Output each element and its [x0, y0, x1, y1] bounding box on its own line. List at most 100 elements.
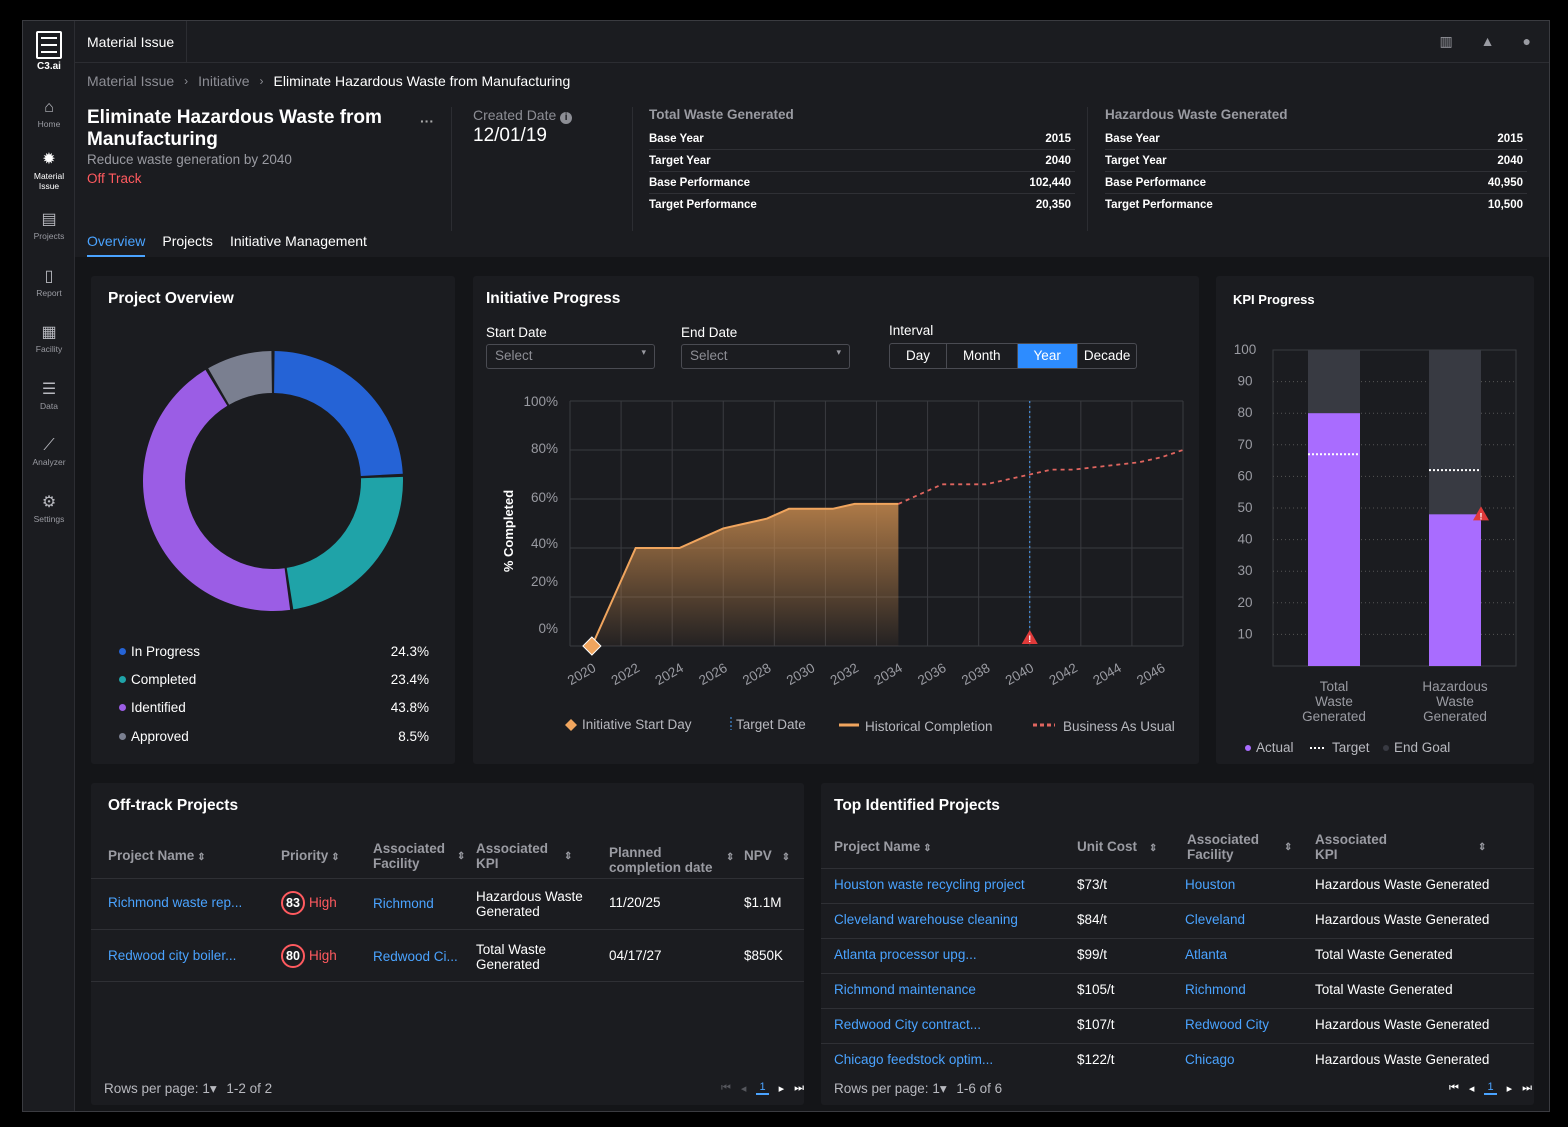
bell-icon[interactable]: ▲	[1480, 33, 1495, 49]
category-label: Generated	[1423, 709, 1487, 724]
kpi-cell: Hazardous Waste Generated	[1315, 1017, 1490, 1032]
start-date-select[interactable]: Select ▾	[486, 344, 655, 369]
column-header-unit-cost[interactable]: Unit Cost ⇕	[1077, 839, 1158, 854]
sidebar-item-home[interactable]: ⌂ Home	[23, 99, 75, 129]
building-icon[interactable]: ▥	[1439, 33, 1453, 49]
divider	[821, 1043, 1534, 1044]
facility-link[interactable]: Redwood Ci...	[373, 949, 458, 964]
column-header-priority[interactable]: Priority ⇕	[281, 848, 340, 863]
x-tick-label: 2042	[1047, 660, 1081, 688]
y-tick-label: 40	[1237, 532, 1252, 547]
breadcrumb-item[interactable]: Material Issue	[87, 73, 175, 89]
next-page-icon[interactable]: ▸	[1506, 1082, 1513, 1095]
project-link[interactable]: Richmond maintenance	[834, 982, 976, 997]
facility-link[interactable]: Redwood City	[1185, 1017, 1270, 1032]
column-header-project-name[interactable]: Project Name ⇕	[834, 839, 932, 854]
sort-icon[interactable]: ⇕	[1149, 843, 1158, 854]
lightbulb-icon[interactable]: ●	[1522, 33, 1531, 49]
interval-year[interactable]: Year	[1017, 344, 1078, 368]
kpi-row: Base Performance 102,440	[649, 172, 1075, 194]
page-number[interactable]: 1	[756, 1081, 769, 1095]
next-page-icon[interactable]: ▸	[778, 1082, 785, 1095]
sort-icon[interactable]: ⇕	[923, 843, 932, 854]
sidebar-item-projects[interactable]: ▤ Projects	[23, 211, 75, 241]
last-page-icon[interactable]: ⏭	[794, 1081, 804, 1094]
facility-link[interactable]: Atlanta	[1185, 947, 1228, 962]
x-tick-label: 2028	[740, 660, 774, 688]
info-icon[interactable]: i	[560, 112, 573, 124]
sidebar-item-facility[interactable]: ▦ Facility	[23, 324, 75, 354]
historical-area	[591, 503, 899, 646]
sort-icon[interactable]: ⇕	[564, 851, 573, 862]
last-page-icon[interactable]: ⏭	[1522, 1081, 1532, 1094]
rows-per-page-select[interactable]: 1▾	[932, 1081, 947, 1096]
sort-icon[interactable]: ⇕	[781, 852, 791, 863]
card-title: KPI Progress	[1233, 292, 1315, 307]
end-date-select[interactable]: Select ▾	[681, 344, 850, 369]
breadcrumb-item[interactable]: Initiative	[198, 73, 250, 89]
sidebar-item-analyzer[interactable]: ⟋ Analyzer	[23, 437, 75, 467]
legend-actual-dot	[1245, 745, 1251, 751]
column-header-planned-date[interactable]: Planned completion date	[609, 845, 713, 875]
tab-overview[interactable]: Overview	[87, 233, 146, 257]
sidebar-item-report[interactable]: ▯ Report	[23, 268, 75, 298]
sort-icon[interactable]: ⇕	[331, 852, 340, 863]
progress-chart: 100% 80% 60% 40% 20% 0% % Completed 2020 2022 202…	[501, 394, 1184, 734]
project-link[interactable]: Atlanta processor upg...	[834, 947, 977, 962]
divider	[821, 868, 1534, 869]
prev-page-icon[interactable]: ◂	[1468, 1082, 1475, 1095]
project-link[interactable]: Redwood City contract...	[834, 1017, 982, 1032]
y-tick-label: 100%	[523, 394, 558, 409]
project-link[interactable]: Redwood city boiler...	[108, 948, 237, 963]
kpi-row: Target Performance 20,350	[649, 199, 1071, 211]
project-link[interactable]: Cleveland warehouse cleaning	[834, 912, 1018, 927]
column-header-facility[interactable]: Associated Facility	[1187, 832, 1260, 862]
legend-item-in-progress: In Progress 24.3%	[119, 644, 429, 659]
project-link[interactable]: Chicago feedstock optim...	[834, 1052, 994, 1067]
project-link[interactable]: Houston waste recycling project	[834, 877, 1025, 892]
project-link[interactable]: Richmond waste rep...	[108, 895, 243, 910]
document-icon: ▯	[44, 268, 54, 285]
column-header-facility[interactable]: Associated Facility	[373, 841, 446, 871]
interval-decade[interactable]: Decade	[1083, 348, 1131, 363]
window-tab[interactable]: Material Issue	[75, 21, 188, 63]
facility-link[interactable]: Cleveland	[1185, 912, 1246, 927]
facility-link[interactable]: Richmond	[373, 896, 434, 911]
unit-cost-cell: $84/t	[1077, 912, 1108, 927]
card-title: Off-track Projects	[108, 797, 239, 814]
prev-page-icon[interactable]: ◂	[740, 1082, 747, 1095]
sort-icon[interactable]: ⇕	[1478, 842, 1487, 853]
sidebar-item-data[interactable]: ☰ Data	[23, 381, 75, 411]
sort-icon[interactable]: ⇕	[726, 852, 735, 863]
facility-link[interactable]: Houston	[1185, 877, 1236, 892]
sidebar-item-label: Analyzer	[32, 457, 66, 467]
column-header-project-name[interactable]: Project Name ⇕	[108, 848, 206, 863]
initiative-start-marker	[582, 636, 602, 656]
legend-goal-dot	[1383, 745, 1389, 751]
c3-logo-icon	[36, 31, 62, 59]
more-options-icon[interactable]: ···	[420, 113, 434, 129]
sort-icon[interactable]: ⇕	[1284, 842, 1293, 853]
priority-badge: 83 High	[281, 891, 337, 915]
date-cell: 11/20/25	[609, 895, 661, 910]
page-number[interactable]: 1	[1484, 1081, 1497, 1095]
sidebar-item-material-issue[interactable]: ✹ Material Issue	[23, 151, 75, 191]
tab-projects[interactable]: Projects	[162, 233, 213, 249]
facility-link[interactable]: Richmond	[1185, 982, 1246, 997]
interval-month[interactable]: Month	[947, 344, 1018, 368]
c3-logo[interactable]: C3.ai	[33, 31, 65, 72]
kpi-table-hazardous-waste: Hazardous Waste Generated Base Year 2015 …	[1105, 107, 1527, 216]
interval-day[interactable]: Day	[890, 344, 948, 368]
column-header-kpi[interactable]: Associated KPI	[476, 841, 549, 871]
tab-initiative-management[interactable]: Initiative Management	[229, 233, 367, 249]
building-icon: ▦	[41, 324, 57, 341]
facility-link[interactable]: Chicago	[1185, 1052, 1235, 1067]
first-page-icon[interactable]: ⏮	[721, 1081, 731, 1094]
sidebar-item-settings[interactable]: ⚙ Settings	[23, 494, 75, 524]
column-header-kpi[interactable]: Associated KPI	[1315, 832, 1388, 862]
sort-icon[interactable]: ⇕	[457, 851, 466, 862]
column-header-npv[interactable]: NPV ⇕	[744, 848, 791, 863]
rows-per-page-select[interactable]: 1▾	[202, 1081, 217, 1096]
sort-icon[interactable]: ⇕	[197, 852, 206, 863]
first-page-icon[interactable]: ⏮	[1449, 1081, 1459, 1094]
